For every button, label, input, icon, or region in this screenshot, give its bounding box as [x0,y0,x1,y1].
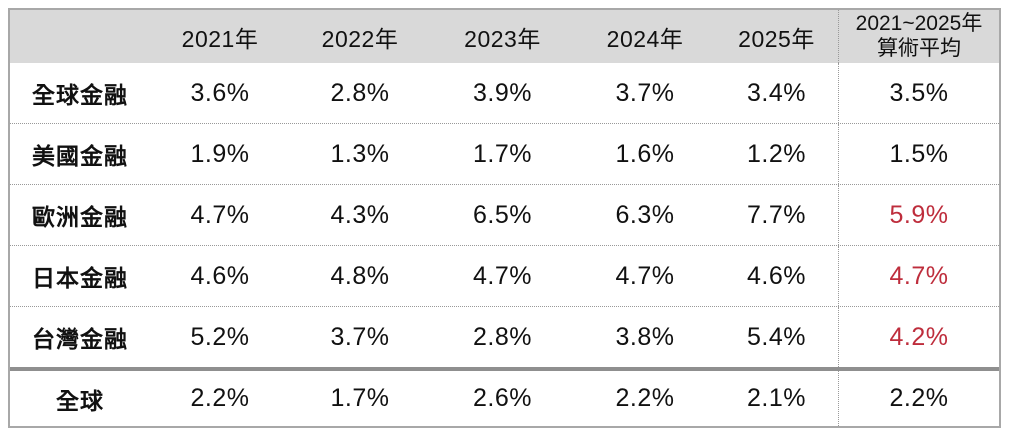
year-header-2022: 2022年 [321,25,399,52]
table-row-us-finance: 美國金融 1.9% 1.3% 1.7% 1.6% 1.2% 1.5% [10,123,999,184]
value-cell: 4.7% [473,261,532,290]
value-cell: 5.2% [190,322,250,351]
value-cell: 5.4% [747,322,806,351]
value-cell: 4.7% [190,200,250,229]
value-cell: 3.4% [747,78,806,107]
row-label: 台灣金融 [32,326,128,352]
value-cell: 6.3% [615,200,675,229]
value-cell: 2.8% [330,78,390,107]
value-cell: 4.6% [190,261,250,290]
section-divider [10,367,999,371]
average-cell: 5.9% [838,185,999,245]
value-cell: 3.7% [615,78,675,107]
table-row-taiwan-finance: 台灣金融 5.2% 3.7% 2.8% 3.8% 5.4% 4.2% [10,306,999,367]
table-row-europe-finance: 歐洲金融 4.7% 4.3% 6.5% 6.3% 7.7% 5.9% [10,184,999,245]
row-label: 歐洲金融 [32,204,128,230]
average-cell: 1.5% [838,124,999,184]
table-header-row: 2021年 2022年 2023年 2024年 2025年 2021~2025年… [10,10,999,63]
year-header-2024: 2024年 [606,25,684,52]
value-cell: 7.7% [747,200,806,229]
value-cell: 2.2% [615,384,675,412]
average-cell: 4.2% [838,307,999,367]
value-cell: 3.7% [330,322,390,351]
value-cell: 1.3% [330,139,390,168]
average-header-line2: 算術平均 [877,36,961,60]
average-cell: 4.7% [838,246,999,306]
value-cell: 4.7% [615,261,675,290]
table-row-global-finance: 全球金融 3.6% 2.8% 3.9% 3.7% 3.4% 3.5% [10,63,999,123]
row-label: 全球金融 [32,82,128,108]
table-row-japan-finance: 日本金融 4.6% 4.8% 4.7% 4.7% 4.6% 4.7% [10,245,999,306]
value-cell: 2.1% [747,384,806,412]
table-row-global-total: 全球 2.2% 1.7% 2.6% 2.2% 2.1% 2.2% [10,371,999,426]
value-cell: 1.9% [190,139,250,168]
value-cell: 4.6% [747,261,806,290]
year-header-2023: 2023年 [464,25,541,52]
value-cell: 1.6% [615,139,675,168]
value-cell: 3.9% [473,78,532,107]
value-cell: 1.7% [330,384,390,412]
row-label: 美國金融 [32,143,128,169]
row-label: 日本金融 [32,265,128,291]
average-column-header: 2021~2025年 算術平均 [838,10,999,63]
header-corner-cell [10,10,150,63]
row-label: 全球 [56,387,104,414]
average-cell: 3.5% [838,63,999,123]
year-header-2021: 2021年 [181,25,259,52]
value-cell: 6.5% [473,200,532,229]
value-cell: 1.2% [747,139,806,168]
year-header-2025: 2025年 [738,25,815,52]
annual-returns-table: 2021年 2022年 2023年 2024年 2025年 2021~2025年… [8,8,1001,428]
value-cell: 3.8% [615,322,675,351]
value-cell: 2.8% [473,322,532,351]
value-cell: 4.8% [330,261,390,290]
value-cell: 2.2% [190,384,250,412]
value-cell: 3.6% [190,78,250,107]
average-cell: 2.2% [838,371,999,426]
value-cell: 2.6% [473,384,532,412]
value-cell: 1.7% [473,139,532,168]
average-header-line1: 2021~2025年 [855,11,983,35]
value-cell: 4.3% [330,200,390,229]
